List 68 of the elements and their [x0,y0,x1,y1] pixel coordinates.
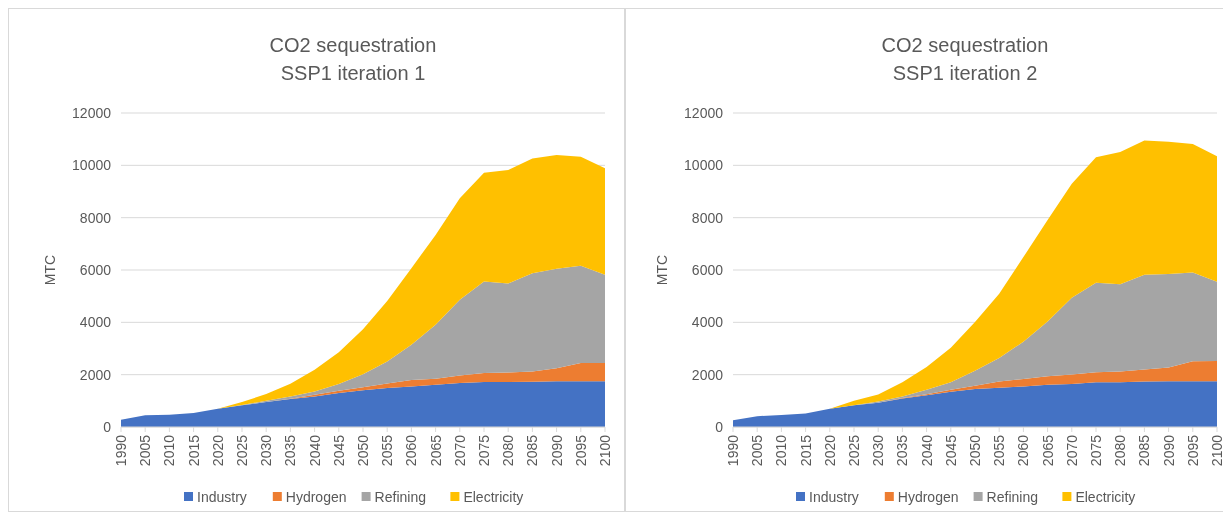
y-tick-label: 12000 [684,104,724,121]
y-tick-label: 2000 [79,366,112,383]
x-tick-label: 2025 [234,434,250,467]
y-tick-label: 10000 [72,157,112,174]
x-tick-label: 2070 [1063,434,1080,467]
x-tick-label: 2005 [749,434,766,467]
legend-label: Refining [374,488,426,505]
x-tick-label: 2060 [1015,434,1032,467]
legend-label: Electricity [1075,488,1136,505]
chart-title: CO2 sequestration SSP1 iteration 2 [881,34,1049,84]
x-tick-label: 2005 [137,434,154,467]
x-tick-label: 2080 [500,434,517,467]
legend-label: Refining [986,488,1038,505]
x-tick-label: 2045 [330,434,347,467]
legend-label: Hydrogen [285,488,347,505]
x-tick-label: 2095 [572,434,589,467]
x-tick-label: 2010 [161,434,178,467]
y-tick-label: 4000 [79,314,112,331]
x-tick-label: 2015 [797,434,814,467]
x-tick-label: 1990 [725,434,741,467]
x-tick-label: 2020 [821,434,838,467]
x-tick-label: 2065 [427,434,444,467]
x-tick-label: 2040 [306,434,323,467]
x-tick-label: 2075 [1088,434,1104,467]
y-tick-label: 2000 [691,366,724,383]
x-tick-label: 2080 [1112,434,1129,467]
y-tick-label: 6000 [79,261,112,278]
x-tick-label: 2065 [1039,434,1056,467]
y-tick-label: 4000 [691,314,724,331]
y-tick-label: 0 [715,418,724,435]
legend-label: Industry [197,488,247,505]
y-tick-label: 6000 [691,261,724,278]
x-tick-label: 2030 [870,434,887,467]
y-tick-label: 8000 [79,209,112,226]
y-axis-title: MTC [654,254,670,286]
x-tick-label: 2050 [355,434,371,467]
chart-title: CO2 sequestration SSP1 iteration 1 [269,34,437,84]
x-tick-label: 2015 [185,434,202,467]
x-tick-label: 2025 [846,434,862,467]
x-tick-label: 2090 [1160,434,1177,467]
x-tick-label: 2035 [282,434,299,467]
x-tick-label: 2085 [524,434,541,467]
x-tick-label: 2035 [894,434,911,467]
x-tick-label: 2095 [1184,434,1201,467]
legend-label: Electricity [463,488,524,505]
y-tick-label: 12000 [72,104,112,121]
x-tick-label: 2040 [918,434,935,467]
x-tick-label: 2070 [451,434,468,467]
x-tick-label: 2045 [942,434,959,467]
y-axis-title: MTC [42,254,58,286]
legend-label: Hydrogen [897,488,959,505]
x-tick-label: 2100 [1209,434,1223,467]
x-tick-label: 2075 [476,434,492,467]
x-tick-label: 2055 [379,434,396,467]
x-tick-label: 2020 [209,434,226,467]
legend-label: Industry [809,488,859,505]
x-tick-label: 2085 [1136,434,1153,467]
x-tick-label: 2030 [258,434,275,467]
x-tick-label: 2060 [403,434,420,467]
y-tick-label: 0 [103,418,112,435]
y-tick-label: 10000 [684,157,724,174]
x-tick-label: 2090 [548,434,565,467]
x-tick-label: 2050 [967,434,983,467]
x-tick-label: 1990 [113,434,129,467]
x-tick-label: 2055 [991,434,1008,467]
y-tick-label: 8000 [691,209,724,226]
x-tick-label: 2100 [597,434,613,467]
x-tick-label: 2010 [773,434,790,467]
